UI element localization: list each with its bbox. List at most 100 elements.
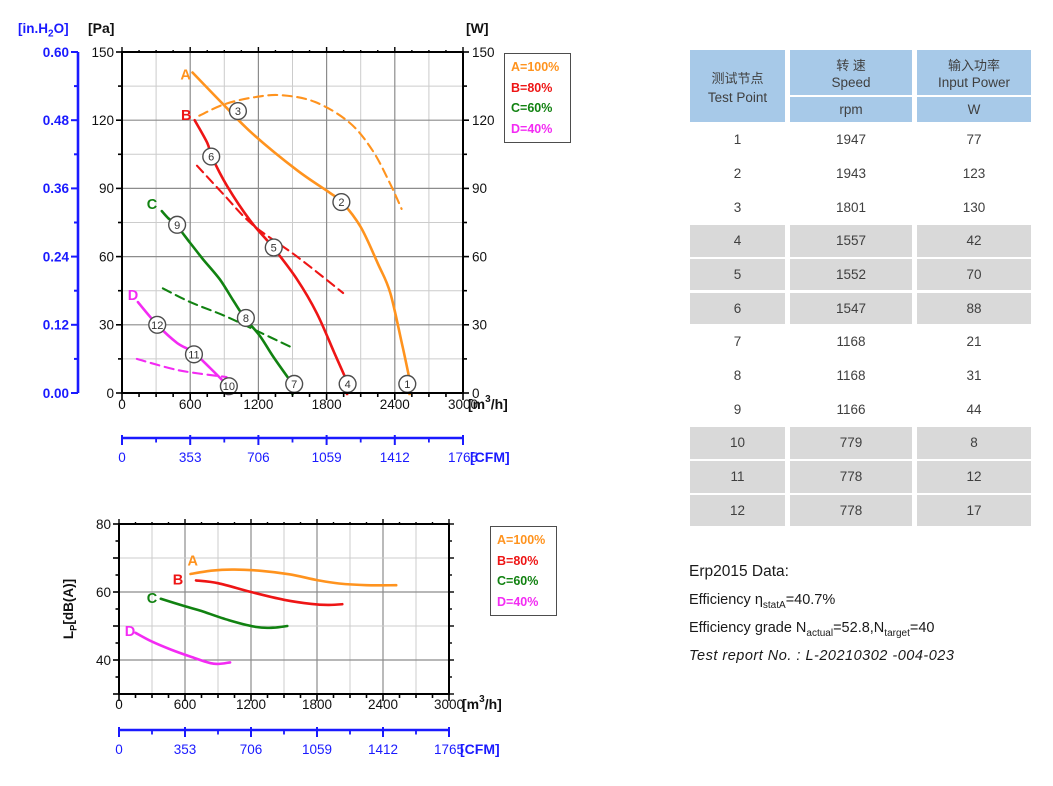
db-axis: 40 60 80: [96, 517, 454, 695]
svg-text:9: 9: [174, 220, 180, 232]
svg-text:0: 0: [118, 397, 126, 412]
legend-item-b: B=80%: [511, 80, 553, 95]
inh2o-axis: 0.00 0.12 0.24 0.36 0.48 0.60: [43, 45, 80, 401]
test-point-table: 测试节点 Test Point 转 速 Speed rpm 输入功率 Input…: [690, 50, 1031, 527]
noise-y-axis-title: LP[dB(A)]: [61, 579, 80, 639]
svg-text:3: 3: [235, 106, 241, 118]
table-row-5: 5 1552 70: [690, 258, 1031, 291]
svg-text:0.00: 0.00: [43, 386, 69, 401]
svg-text:A: A: [180, 67, 191, 83]
test-point-marker-10: 10: [219, 377, 238, 396]
cell-rpm: 778: [790, 494, 912, 527]
cell-power: 88: [917, 292, 1031, 325]
svg-text:60: 60: [472, 249, 487, 264]
svg-text:6: 6: [208, 152, 214, 164]
svg-text:1800: 1800: [302, 697, 332, 712]
noise-curve-a: [189, 568, 398, 587]
svg-text:10: 10: [223, 381, 235, 393]
svg-text:1200: 1200: [243, 397, 273, 412]
noise-legend: A=100% B=80% C=60% D=40%: [490, 526, 557, 616]
pa-axis: 0 30 60 90 120 150 [Pa]: [88, 20, 122, 401]
svg-text:150: 150: [472, 45, 495, 60]
svg-text:60: 60: [99, 249, 114, 264]
header-power: 输入功率 Input Power W: [917, 50, 1031, 122]
legend-item-d: D=40%: [511, 121, 553, 136]
legend-item-c: C=60%: [497, 574, 539, 588]
erp-efficiency-sub: statA: [762, 599, 786, 611]
w-axis: 0 30 60 90 120 150 [W]: [463, 20, 495, 401]
svg-text:1059: 1059: [312, 450, 342, 465]
svg-text:2400: 2400: [368, 697, 398, 712]
header-speed-zh: 转 速: [836, 58, 866, 73]
legend-item-b: B=80%: [497, 553, 539, 568]
cell-point: 4: [690, 225, 785, 257]
cell-point: 10: [690, 427, 785, 459]
cell-point: 9: [690, 393, 785, 426]
test-point-marker-4: 4: [338, 374, 357, 394]
svg-text:1412: 1412: [368, 742, 398, 757]
erp-title: Erp2015 Data:: [689, 563, 789, 580]
svg-text:0.24: 0.24: [43, 249, 70, 264]
svg-text:3000: 3000: [434, 697, 464, 712]
power-curve-b: [195, 164, 345, 295]
test-point-marker-11: 11: [184, 345, 204, 364]
svg-text:80: 80: [96, 517, 111, 532]
svg-text:1059: 1059: [302, 742, 332, 757]
svg-text:0: 0: [115, 742, 123, 757]
svg-text:120: 120: [91, 113, 114, 128]
legend-item-d: D=40%: [497, 594, 539, 609]
header-speed-unit: rpm: [790, 97, 912, 122]
svg-text:2: 2: [338, 197, 344, 209]
cell-point: 1: [690, 124, 785, 156]
legend-item-c: C=60%: [511, 101, 553, 115]
svg-text:0.60: 0.60: [43, 45, 69, 60]
svg-text:1200: 1200: [236, 697, 266, 712]
cell-point: 2: [690, 157, 785, 190]
table-row-7: 7 1168 21: [690, 326, 1031, 358]
svg-text:8: 8: [243, 313, 249, 325]
table-row-9: 9 1166 44: [690, 393, 1031, 426]
cell-rpm: 1943: [790, 157, 912, 190]
svg-text:3000: 3000: [448, 397, 478, 412]
cell-power: 12: [917, 461, 1031, 493]
noise-curve-d: [134, 631, 232, 666]
table-header: 测试节点 Test Point 转 速 Speed rpm 输入功率 Input…: [690, 50, 1031, 122]
cell-rpm: 1168: [790, 326, 912, 358]
power-curve-a: [198, 93, 403, 210]
cell-point: 7: [690, 326, 785, 358]
svg-text:1800: 1800: [312, 397, 342, 412]
svg-text:40: 40: [96, 653, 111, 668]
test-point-marker-3: 3: [228, 102, 248, 121]
svg-text:1765: 1765: [448, 450, 478, 465]
svg-text:1: 1: [404, 379, 410, 391]
test-point-marker-1: 1: [398, 374, 417, 394]
svg-text:353: 353: [174, 742, 197, 757]
test-point-marker-8: 8: [236, 308, 255, 328]
cell-rpm: 1801: [790, 191, 912, 224]
header-speed: 转 速 Speed rpm: [790, 50, 912, 122]
svg-text:1412: 1412: [380, 450, 410, 465]
test-point-marker-7: 7: [285, 374, 304, 394]
noise-curve-c: [159, 597, 289, 630]
test-point-marker-9: 9: [168, 215, 187, 234]
erp-grade-sub-target: target: [884, 627, 910, 639]
svg-text:[m3/h]: [m3/h]: [468, 394, 508, 412]
header-power-en: Input Power: [937, 75, 1011, 90]
cell-point: 3: [690, 191, 785, 224]
svg-text:1765: 1765: [434, 742, 464, 757]
svg-text:5: 5: [271, 243, 277, 255]
grid: [119, 524, 449, 694]
table-row-10: 10 779 8: [690, 427, 1031, 459]
svg-text:60: 60: [96, 585, 111, 600]
svg-text:C: C: [147, 197, 158, 213]
performance-chart: ABCD1234567891011120306090120150[Pa]0306…: [18, 20, 510, 465]
cell-power: 42: [917, 225, 1031, 257]
test-point-marker-2: 2: [332, 192, 351, 212]
table-row-1: 1 1947 77: [690, 124, 1031, 156]
cell-rpm: 1168: [790, 360, 912, 392]
erp-grade-line: Efficiency grade Nactual=52.8,Ntarget=40: [689, 619, 935, 639]
